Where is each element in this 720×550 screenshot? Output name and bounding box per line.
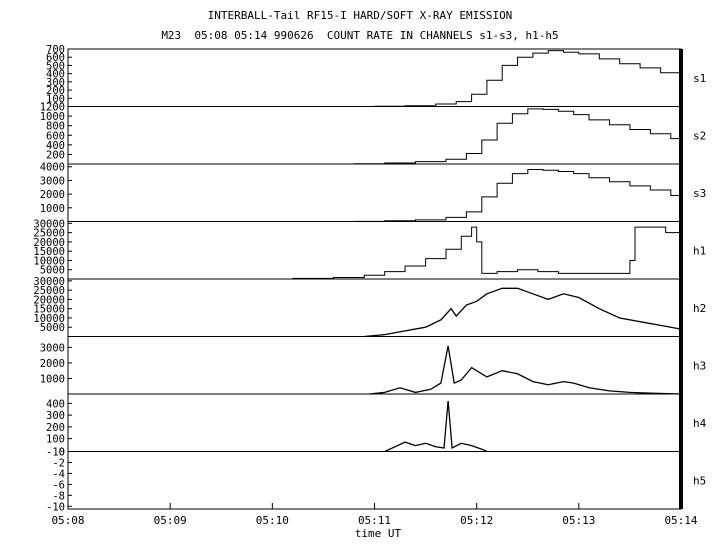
panel-frame-h2 <box>67 278 682 337</box>
panel-right-edge-h3 <box>679 336 683 394</box>
panel-right-edge-s3 <box>679 164 683 222</box>
panel-right-edge-h4 <box>679 394 683 452</box>
y-tick-label-s1: 400 <box>46 69 65 81</box>
panel-right-edge-s2 <box>679 106 683 164</box>
series-line-h3 <box>369 345 682 395</box>
y-tick-label-s3: 2000 <box>40 189 65 201</box>
x-tick-label: 05:12 <box>460 514 493 527</box>
panel-frame-h1 <box>67 221 682 280</box>
series-line-h1 <box>68 226 682 280</box>
y-tick-label-h5: -6 <box>52 479 65 491</box>
x-tick-label: 05:08 <box>51 514 84 527</box>
y-tick-label-h1: 25000 <box>33 228 65 240</box>
y-tick-label-s1: 700 <box>46 44 65 56</box>
y-tick-label-h5: -8 <box>52 490 65 502</box>
x-tick-label: 05:10 <box>256 514 289 527</box>
y-tick-label-s3: 3000 <box>40 175 65 187</box>
panel-frame-h5 <box>67 451 682 510</box>
x-axis-label: time UT <box>355 527 402 540</box>
y-tick-label-h4: 200 <box>46 422 65 434</box>
channel-label-h4: h4 <box>693 417 707 430</box>
y-tick-label-h2: 5000 <box>40 322 65 334</box>
panel-right-edge-h5 <box>679 451 683 509</box>
y-tick-label-h2: 30000 <box>33 276 65 288</box>
y-tick-label-s1: 300 <box>46 77 65 89</box>
chart-title: INTERBALL-Tail RF15-I HARD/SOFT X-RAY EM… <box>207 9 513 22</box>
channel-label-h1: h1 <box>693 244 706 257</box>
y-tick-label-s2: 1200 <box>40 102 65 114</box>
x-tick-label: 05:09 <box>154 514 187 527</box>
x-tick-label: 05:11 <box>358 514 391 527</box>
y-tick-label-h5: -4 <box>52 468 65 480</box>
y-tick-label-s1: 200 <box>46 85 65 97</box>
y-tick-label-s2: 400 <box>46 140 65 152</box>
series-line-h2 <box>364 287 682 338</box>
y-tick-label-h2: 10000 <box>33 313 65 325</box>
y-tick-label-h4: 100 <box>46 434 65 446</box>
panel-right-edge-h2 <box>679 279 683 337</box>
y-tick-label-h2: 15000 <box>33 304 65 316</box>
y-tick-label-h5: 0 <box>59 447 65 459</box>
series-line-s1 <box>68 50 682 107</box>
panel-frame-h4 <box>67 393 682 452</box>
panel-frame-s3 <box>67 163 682 222</box>
y-tick-label-h4: -10 <box>46 447 65 459</box>
series-line-h4 <box>384 400 488 453</box>
y-tick-label-s2: 600 <box>46 130 65 142</box>
y-tick-label-h3: 1000 <box>40 373 65 385</box>
channel-label-s1: s1 <box>693 72 706 85</box>
y-tick-label-h1: 10000 <box>33 255 65 267</box>
channel-label-h3: h3 <box>693 359 706 372</box>
y-tick-label-s2: 1000 <box>40 111 65 123</box>
y-tick-label-h1: 30000 <box>33 218 65 230</box>
panel-frame-s1 <box>67 48 682 107</box>
y-tick-label-s1: 100 <box>46 93 65 105</box>
y-tick-label-h2: 25000 <box>33 285 65 297</box>
series-line-s2 <box>68 108 682 165</box>
y-tick-label-s1: 600 <box>46 52 65 64</box>
channel-label-h2: h2 <box>693 302 706 315</box>
y-tick-label-h4: 400 <box>46 398 65 410</box>
y-tick-label-h4: 300 <box>46 410 65 422</box>
panel-frame-h3 <box>67 336 682 395</box>
x-tick-label: 05:13 <box>562 514 595 527</box>
y-tick-label-s2: 800 <box>46 121 65 133</box>
y-tick-label-h1: 20000 <box>33 237 65 249</box>
x-tick-label: 05:14 <box>664 514 697 527</box>
y-tick-label-s2: 200 <box>46 149 65 161</box>
chart-subtitle: M23 05:08 05:14 990626 COUNT RATE IN CHA… <box>161 29 559 42</box>
y-tick-label-s3: 1000 <box>40 203 65 215</box>
channel-label-s2: s2 <box>693 129 706 142</box>
y-tick-label-h5: -10 <box>46 501 65 513</box>
y-tick-label-s1: 500 <box>46 60 65 72</box>
channel-label-s3: s3 <box>693 187 706 200</box>
series-line-s3 <box>68 169 682 222</box>
channel-label-h5: h5 <box>693 474 706 487</box>
y-tick-label-h3: 3000 <box>40 342 65 354</box>
y-tick-label-h1: 5000 <box>40 265 65 277</box>
y-tick-label-h5: -2 <box>52 457 65 469</box>
y-tick-label-h1: 15000 <box>33 246 65 258</box>
y-tick-label-h3: 2000 <box>40 358 65 370</box>
y-tick-label-s3: 4000 <box>40 162 65 174</box>
y-tick-label-h2: 20000 <box>33 294 65 306</box>
